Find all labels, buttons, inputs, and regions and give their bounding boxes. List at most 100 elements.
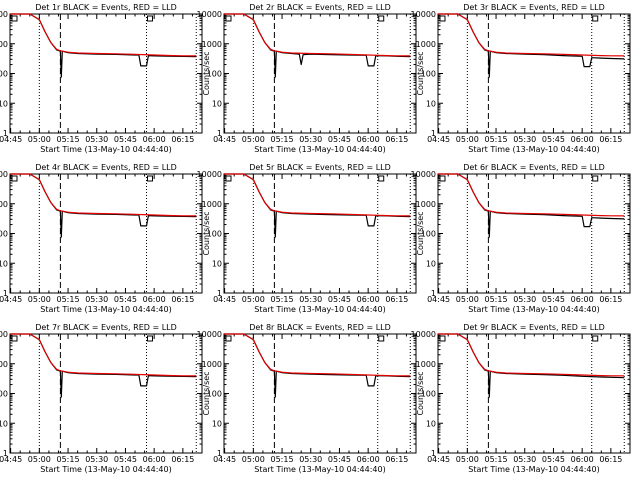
y-tick-label: 100 xyxy=(0,70,8,79)
y-tick-label: 10 xyxy=(0,259,8,268)
lld-series-line xyxy=(10,13,197,57)
x-axis-label: Start Time (13-May-10 04:44:40) xyxy=(468,145,599,154)
y-axis-label: Counts/sec xyxy=(416,371,425,415)
x-axis-label: Start Time (13-May-10 04:44:40) xyxy=(40,465,171,474)
detector-panel: Det 7r BLACK = Events, RED = LLD 1 10 100 10… xyxy=(0,323,203,474)
x-tick-label: 05:45 xyxy=(328,135,351,144)
corner-marker xyxy=(378,15,385,22)
x-tick-label: 05:15 xyxy=(271,455,294,464)
y-axis-label: Counts/sec xyxy=(202,371,211,415)
plot-frame xyxy=(223,333,417,454)
events-series-line xyxy=(10,13,197,78)
x-axis-label: Start Time (13-May-10 04:44:40) xyxy=(40,305,171,314)
lld-series-line xyxy=(10,333,197,377)
x-tick-label: 04:45 xyxy=(0,135,22,144)
x-tick-label: 05:15 xyxy=(57,135,80,144)
events-series-line xyxy=(224,173,411,238)
y-tick-label: 1 xyxy=(217,129,222,138)
corner-marker xyxy=(378,175,385,182)
detector-panel: Det 2r BLACK = Events, RED = LLD 1 10 100 10… xyxy=(197,3,417,154)
y-tick-label: 10 xyxy=(212,419,222,428)
detector-panel: Det 3r BLACK = Events, RED = LLD 1 10 100 10… xyxy=(411,3,631,154)
x-tick-label: 06:00 xyxy=(571,455,594,464)
plot-frame xyxy=(437,13,631,134)
y-tick-label: 10 xyxy=(212,99,222,108)
corner-marker xyxy=(147,335,154,342)
y-tick-label: 100 xyxy=(421,390,436,399)
events-series-line xyxy=(438,333,625,398)
x-tick-label: 06:15 xyxy=(599,455,622,464)
x-tick-label: 05:30 xyxy=(85,455,108,464)
plot-frame xyxy=(9,13,203,134)
x-tick-label: 06:15 xyxy=(385,455,408,464)
detector-panel: Det 1r BLACK = Events, RED = LLD 1 10 100 10… xyxy=(0,3,203,154)
x-axis-label: Start Time (13-May-10 04:44:40) xyxy=(254,145,385,154)
lld-series-line xyxy=(438,333,625,377)
y-tick-label: 10000 xyxy=(197,170,222,179)
y-axis-label: Counts/sec xyxy=(416,51,425,95)
x-tick-label: 05:00 xyxy=(28,295,51,304)
x-tick-label: 05:30 xyxy=(513,295,536,304)
x-tick-label: 05:30 xyxy=(85,295,108,304)
x-tick-label: 06:15 xyxy=(385,295,408,304)
y-tick-label: 100 xyxy=(421,70,436,79)
y-tick-label: 1 xyxy=(217,449,222,458)
x-axis-label: Start Time (13-May-10 04:44:40) xyxy=(468,465,599,474)
y-axis-label: Counts/sec xyxy=(416,211,425,255)
x-tick-label: 05:00 xyxy=(242,295,265,304)
x-tick-label: 06:00 xyxy=(357,135,380,144)
x-tick-label: 05:15 xyxy=(485,455,508,464)
x-tick-label: 04:45 xyxy=(427,295,450,304)
lld-series-line xyxy=(224,13,411,57)
x-tick-label: 05:00 xyxy=(28,135,51,144)
x-tick-label: 06:00 xyxy=(571,135,594,144)
corner-marker xyxy=(225,175,232,182)
y-tick-label: 100 xyxy=(0,390,8,399)
x-tick-label: 05:30 xyxy=(85,135,108,144)
panel-title: Det 3r BLACK = Events, RED = LLD xyxy=(463,3,605,12)
y-tick-label: 10 xyxy=(212,259,222,268)
y-axis-label: Counts/sec xyxy=(202,51,211,95)
x-tick-label: 05:45 xyxy=(114,295,137,304)
y-tick-label: 1 xyxy=(217,289,222,298)
corner-marker xyxy=(11,335,18,342)
y-tick-label: 1000 xyxy=(0,360,8,369)
x-tick-label: 05:00 xyxy=(242,135,265,144)
y-tick-label: 1000 xyxy=(202,40,222,49)
x-tick-label: 06:15 xyxy=(171,135,194,144)
x-tick-label: 06:15 xyxy=(385,135,408,144)
x-tick-label: 06:00 xyxy=(571,295,594,304)
corner-marker xyxy=(147,15,154,22)
x-tick-label: 05:30 xyxy=(299,455,322,464)
y-tick-label: 10000 xyxy=(411,170,436,179)
x-tick-label: 05:30 xyxy=(299,135,322,144)
y-tick-label: 100 xyxy=(0,230,8,239)
x-axis-label: Start Time (13-May-10 04:44:40) xyxy=(254,305,385,314)
y-tick-label: 1000 xyxy=(416,360,436,369)
x-tick-label: 05:30 xyxy=(513,135,536,144)
x-tick-label: 04:45 xyxy=(427,455,450,464)
y-tick-label: 10 xyxy=(426,419,436,428)
y-tick-label: 1000 xyxy=(416,200,436,209)
panel-title: Det 4r BLACK = Events, RED = LLD xyxy=(35,163,177,172)
plot-frame xyxy=(9,333,203,454)
panel-title: Det 5r BLACK = Events, RED = LLD xyxy=(249,163,391,172)
detector-panel: Det 8r BLACK = Events, RED = LLD 1 10 100 10… xyxy=(197,323,417,474)
x-tick-label: 06:00 xyxy=(357,455,380,464)
plot-frame xyxy=(437,173,631,294)
y-tick-label: 1 xyxy=(3,449,8,458)
x-axis-label: Start Time (13-May-10 04:44:40) xyxy=(468,305,599,314)
detector-panel: Det 4r BLACK = Events, RED = LLD 1 10 100 10… xyxy=(0,163,203,314)
x-tick-label: 05:00 xyxy=(456,135,479,144)
corner-marker xyxy=(592,175,599,182)
plot-frame xyxy=(437,333,631,454)
y-tick-label: 10000 xyxy=(0,170,8,179)
y-tick-label: 10 xyxy=(0,419,8,428)
events-series-line xyxy=(438,13,625,78)
corner-marker xyxy=(592,15,599,22)
y-tick-label: 10000 xyxy=(0,330,8,339)
x-tick-label: 05:00 xyxy=(456,295,479,304)
x-tick-label: 05:45 xyxy=(114,135,137,144)
